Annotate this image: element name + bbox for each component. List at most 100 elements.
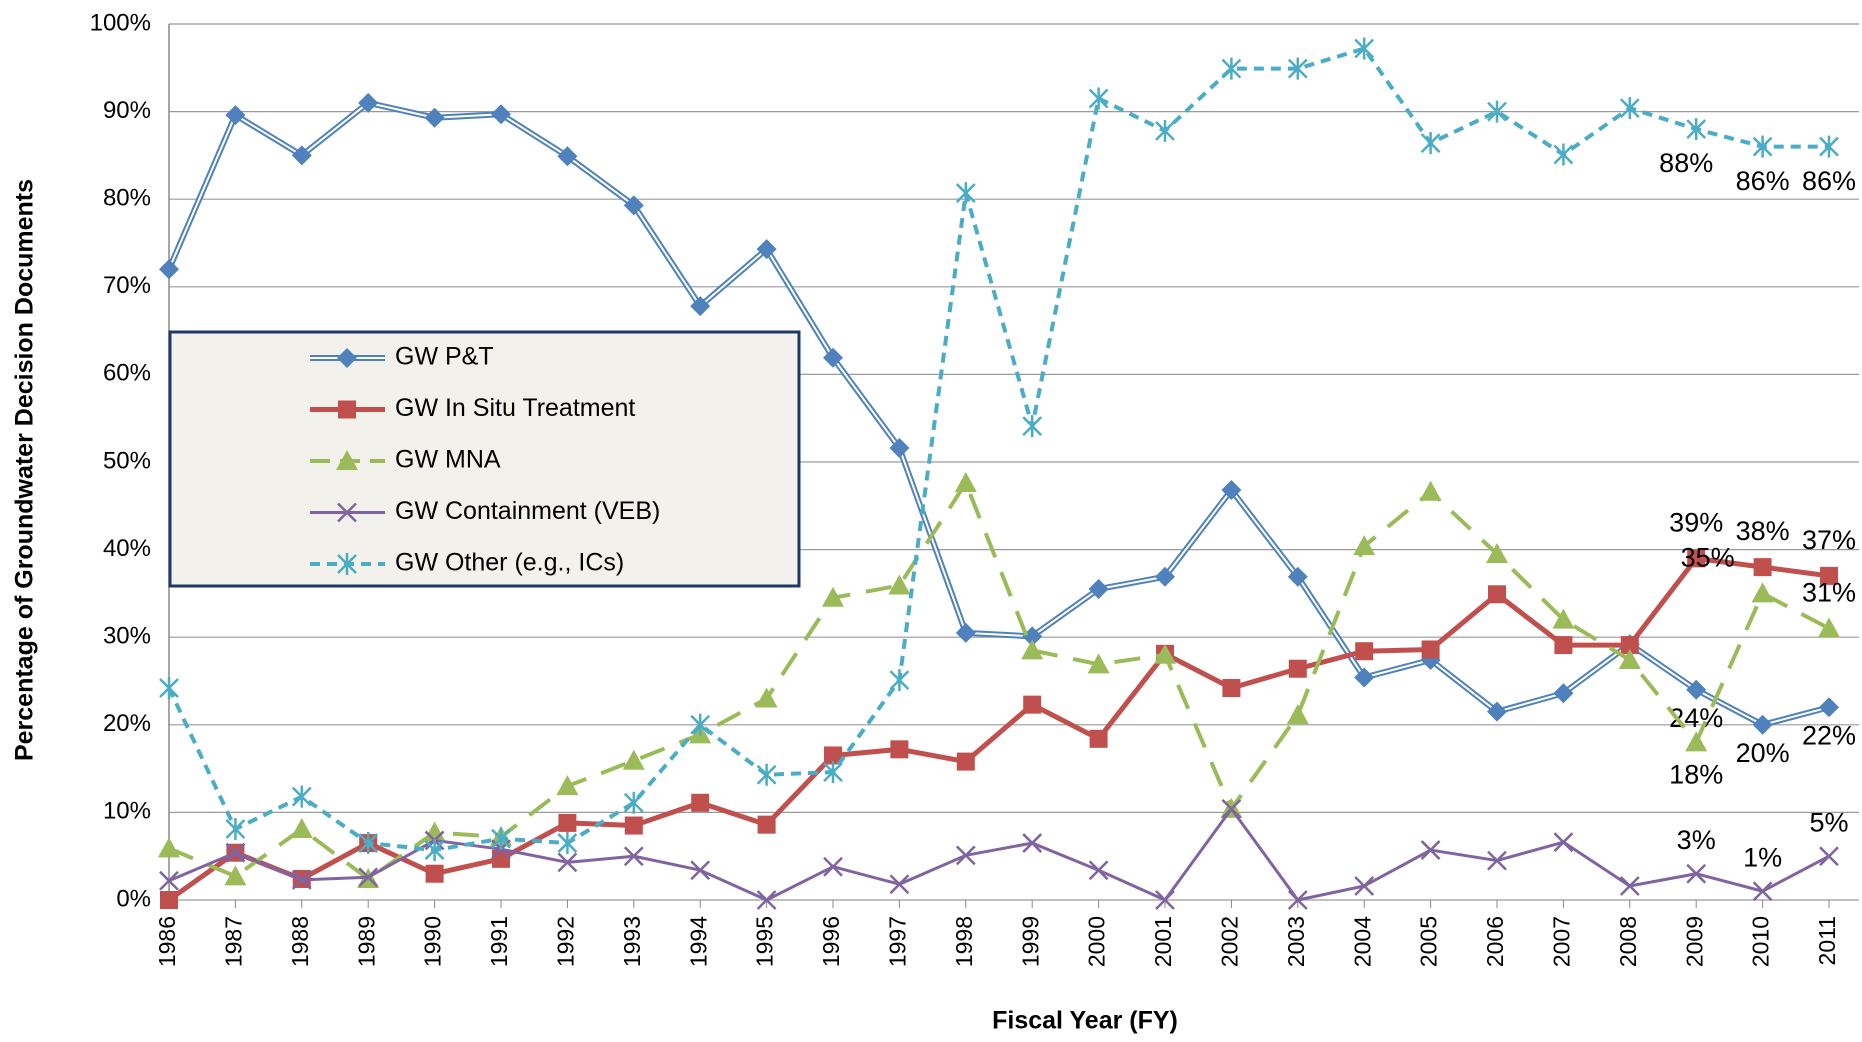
marker [955, 845, 976, 866]
data-label: 5% [1809, 807, 1848, 837]
marker [159, 259, 179, 280]
x-tick-label: 1989 [353, 916, 379, 967]
marker [336, 450, 358, 470]
data-label: 1% [1743, 842, 1782, 872]
x-tick-label: 2010 [1748, 916, 1774, 967]
marker [225, 105, 246, 126]
marker [225, 818, 246, 841]
x-tick-label: 1996 [818, 916, 844, 967]
marker [1620, 636, 1639, 655]
marker [1488, 585, 1506, 604]
data-label: 31% [1802, 578, 1856, 608]
marker [1022, 626, 1043, 647]
marker [1685, 731, 1708, 752]
marker [1421, 640, 1440, 659]
marker [1752, 881, 1773, 902]
marker [1087, 653, 1110, 674]
marker [1819, 697, 1839, 718]
marker [337, 502, 357, 523]
marker [358, 832, 379, 855]
marker [1552, 608, 1575, 629]
legend-label: GW P&T [395, 343, 494, 371]
marker [823, 856, 843, 877]
marker [1022, 833, 1043, 853]
marker [1619, 876, 1640, 896]
marker [338, 400, 356, 419]
marker [491, 104, 511, 125]
data-label: 18% [1669, 759, 1723, 789]
x-tick-label: 1997 [884, 916, 910, 967]
x-tick-label: 1993 [619, 916, 645, 967]
marker [888, 574, 911, 595]
x-tick-label: 1990 [420, 916, 446, 967]
marker [1288, 659, 1307, 678]
marker [491, 827, 511, 850]
marker [1419, 480, 1442, 501]
marker [1819, 135, 1839, 158]
marker [290, 818, 313, 839]
marker [424, 107, 445, 128]
marker [1487, 701, 1507, 722]
marker [1353, 535, 1376, 556]
series-line [167, 555, 1830, 903]
marker [1686, 118, 1707, 141]
y-tick-label: 10% [103, 798, 151, 825]
data-label: 39% [1669, 507, 1723, 537]
marker [889, 669, 910, 692]
marker [690, 713, 711, 736]
marker [358, 92, 379, 113]
marker [822, 586, 844, 607]
x-tick-label: 2009 [1681, 916, 1707, 967]
marker [1487, 100, 1507, 123]
y-tick-label: 0% [116, 885, 151, 912]
marker [160, 891, 178, 909]
marker [1618, 648, 1641, 669]
y-tick-label: 40% [103, 535, 151, 562]
x-axis-title: Fiscal Year (FY) [992, 1007, 1178, 1035]
marker [1022, 415, 1043, 438]
legend-label: GW In Situ Treatment [395, 394, 635, 422]
marker [159, 677, 179, 700]
data-label: 20% [1736, 738, 1790, 768]
marker [823, 761, 843, 784]
marker [756, 890, 777, 910]
data-label: 22% [1802, 720, 1856, 750]
marker [1354, 37, 1375, 60]
y-tick-label: 80% [103, 185, 151, 212]
marker [622, 749, 645, 770]
x-tick-label: 1986 [154, 916, 180, 967]
marker [1154, 643, 1176, 664]
marker [755, 687, 778, 708]
marker [337, 553, 357, 575]
series-line-inner [168, 101, 1830, 726]
marker [623, 791, 644, 814]
marker [1420, 132, 1441, 155]
marker [291, 785, 312, 808]
data-label: 86% [1736, 166, 1790, 196]
marker [1487, 850, 1507, 871]
marker [291, 869, 312, 890]
marker [1088, 87, 1109, 110]
marker [158, 837, 180, 858]
data-label: 35% [1681, 543, 1735, 573]
marker [1221, 57, 1242, 80]
marker [425, 864, 444, 883]
marker [889, 874, 910, 895]
series-line [168, 807, 1830, 902]
y-tick-label: 90% [103, 97, 151, 124]
marker [1486, 542, 1508, 563]
marker [492, 849, 510, 868]
marker [955, 182, 976, 205]
marker [824, 746, 842, 765]
x-tick-label: 2003 [1283, 916, 1309, 967]
marker [623, 846, 644, 867]
marker [1686, 863, 1707, 884]
x-tick-label: 1999 [1017, 916, 1043, 967]
x-tick-label: 2007 [1548, 916, 1574, 967]
x-tick-label: 2000 [1084, 916, 1110, 967]
legend-box [168, 330, 801, 588]
marker [1554, 636, 1573, 655]
marker [1222, 679, 1241, 698]
